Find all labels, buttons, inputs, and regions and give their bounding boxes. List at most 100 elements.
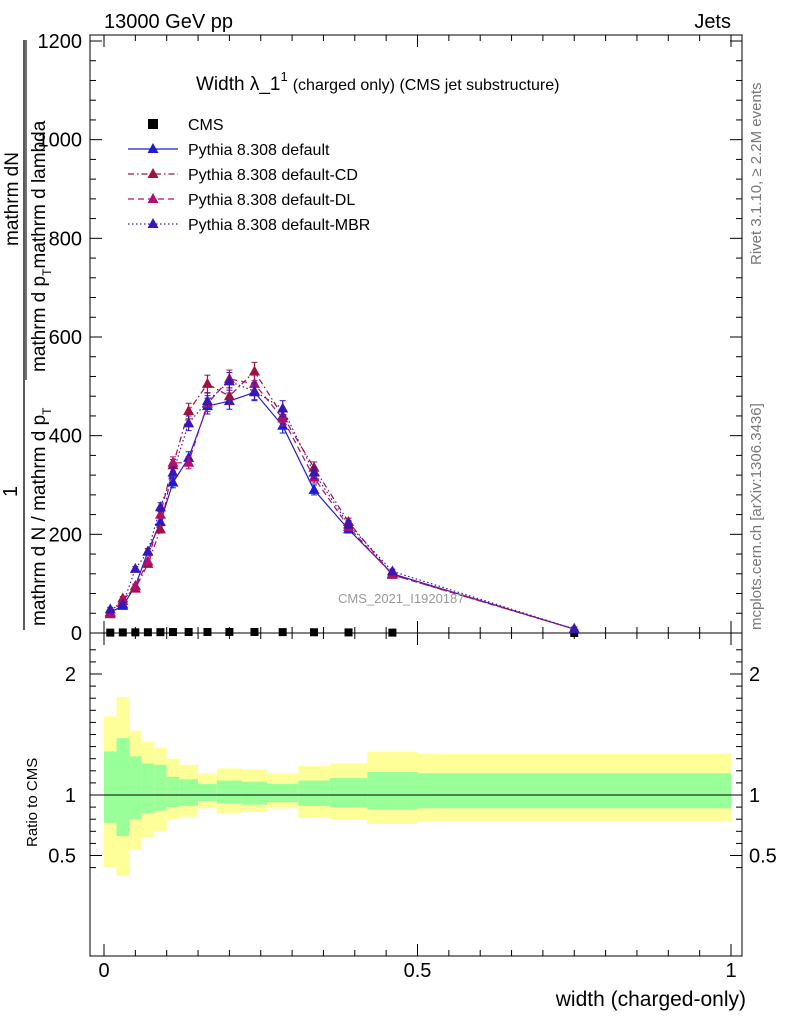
analysis-watermark: CMS_2021_I1920187 [338,591,465,606]
rivet-version-label: Rivet 3.1.10, ≥ 2.2M events [748,83,765,266]
plot-title-sup: 1 [280,69,287,84]
series-1-marker [154,516,166,526]
ylabel-inner-numerator: mathrm dN [2,152,23,246]
series-4-marker [343,518,355,529]
ratio-y-axis-ticks: 0.5 0.5 1 1 2 2 [48,649,777,869]
series-2-marker [248,365,260,376]
series-3-marker [154,508,166,519]
legend-label-3: Pythia 8.308 default-DL [188,192,355,209]
legend-marker-2 [147,168,159,178]
main-y-tick-label: 1200 [38,31,83,53]
legend-marker-4 [147,218,159,228]
cms-data-point [131,628,140,637]
x-axis-label: width (charged-only) [555,988,746,1011]
series-4-marker [201,395,213,406]
plot-title-main: Width λ_1 [196,74,280,95]
cms-data-point [106,628,115,637]
ratio-band-inner-1 [116,738,130,837]
ylabel-inner-numerator-d: mathrm d [2,166,23,246]
series-3-marker [142,555,154,566]
ratio-bands [104,696,731,877]
series-2-marker [223,390,235,401]
series-4-marker [223,375,235,386]
header-energy-label: 13000 GeV pp [104,11,233,33]
series-1-marker [308,483,320,494]
series-4-marker [248,385,260,396]
ylabel-inner-denominator-sub: T [40,268,54,276]
cms-data-point [168,628,177,637]
ratio-band-inner-2 [129,756,142,820]
main-y-tick-label: 800 [49,228,82,250]
series-4-marker [154,501,166,512]
legend: CMS Pythia 8.308 default Pythia 8.308 defa… [128,117,370,234]
series-2-marker [183,405,195,415]
series-3-marker [183,456,195,467]
ratio-band-inner-14 [417,773,731,809]
ylabel-denominator: mathrm d N / mathrm d pT [29,407,54,626]
ratio-x-axis-ticks: 0 0.5 1 [98,633,737,982]
ylabel-denominator-text: mathrm d N / mathrm d p [29,415,50,626]
main-y-axis-ticks: 0 200 400 600 800 1000 1200 [38,31,742,645]
ylabel-inner-numerator-n: N [2,152,23,166]
series-4-marker [277,402,289,413]
header-jets-label: Jets [694,11,731,33]
ratio-band-inner-8 [216,780,242,804]
cms-data-point [310,628,319,637]
series-2-line [109,370,575,630]
ratio-band-inner-4 [154,764,167,811]
series-2-marker [201,377,213,388]
cms-data-point [156,628,165,637]
mcplots-label: mcplots.cern.ch [arXiv:1306.3436] [748,403,765,630]
cms-data-point [203,627,212,636]
series-3-marker [129,580,141,591]
main-y-tick-label: 400 [49,426,82,448]
ratio-band-inner-0 [104,751,117,823]
cms-data-point [118,628,127,637]
series-4-marker [142,545,154,556]
legend-label-1: Pythia 8.308 default [188,142,330,159]
series-markers [104,361,580,637]
cms-data-point [344,628,353,637]
ratio-y-tick-label-left: 1 [65,785,76,807]
legend-label-0: CMS [188,117,224,134]
ylabel-one: 1 [0,486,22,497]
ylabel-denominator-sub: T [40,407,54,415]
main-y-tick-label: 0 [71,623,82,645]
ratio-band-inner-5 [166,776,180,808]
main-y-tick-label: 600 [49,327,82,349]
series-4-marker [308,466,320,477]
ratio-band-inner-6 [179,779,199,806]
cms-data-point [184,628,193,637]
ratio-x-tick-label: 1 [725,960,736,982]
cms-data-point [388,628,397,637]
series-3-marker [167,456,179,467]
series-4-marker [183,417,195,428]
cms-data-point [278,628,287,637]
ratio-band-inner-9 [241,781,268,805]
ratio-y-tick-label-left: 2 [65,664,76,686]
ratio-band-inner-11 [298,780,330,806]
plot-title-sub: (charged only) (CMS jet substructure) [293,77,560,94]
series-4-marker [129,562,141,573]
legend-label-2: Pythia 8.308 default-CD [188,167,358,184]
ratio-x-tick-label: 0 [98,960,109,982]
series-3-marker [277,412,289,423]
ratio-band-inner-7 [198,784,217,802]
cms-data-point [225,627,234,636]
ylabel-inner-denominator-rest: mathrm d lambda [29,120,50,268]
ratio-band-inner-13 [367,772,418,810]
legend-marker-cms [148,119,158,129]
series-4-marker [167,466,179,477]
legend-label-4: Pythia 8.308 default-MBR [188,217,370,234]
ratio-y-tick-label-right: 1 [749,785,760,807]
ratio-y-tick-label-right: 0.5 [749,846,777,868]
ratio-x-tick-label: 0.5 [404,960,432,982]
series-1-marker [167,476,179,487]
main-y-axis-label: 1 mathrm d N / mathrm d pT mathrm dN mat… [0,40,54,630]
series-4-marker [117,598,129,609]
series-4-marker [386,565,398,576]
ratio-y-axis-label: Ratio to CMS [24,758,41,847]
legend-marker-1 [147,143,159,153]
ratio-band-inner-3 [141,763,155,814]
